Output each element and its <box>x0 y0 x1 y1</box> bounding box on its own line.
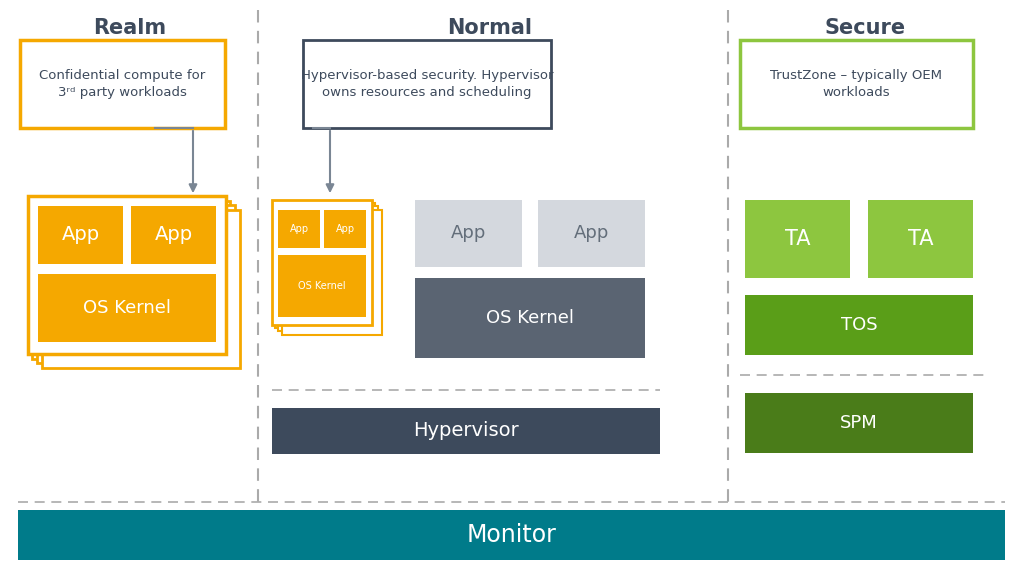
Text: App: App <box>451 224 486 243</box>
Bar <box>272 408 660 454</box>
Text: Secure: Secure <box>824 18 905 38</box>
Bar <box>324 210 366 248</box>
Text: Normal: Normal <box>447 18 532 38</box>
Bar <box>42 210 240 368</box>
Bar <box>745 200 850 278</box>
Bar <box>131 206 216 264</box>
Bar <box>37 205 234 363</box>
Bar <box>745 393 973 453</box>
Text: App: App <box>61 225 99 244</box>
Bar <box>303 40 551 128</box>
Text: Confidential compute for
3ʳᵈ party workloads: Confidential compute for 3ʳᵈ party workl… <box>39 69 206 99</box>
Bar <box>38 274 216 342</box>
Bar <box>415 278 645 358</box>
Text: App: App <box>155 225 193 244</box>
Text: App: App <box>290 224 308 234</box>
Text: OS Kernel: OS Kernel <box>298 281 346 291</box>
Text: App: App <box>573 224 609 243</box>
Text: TA: TA <box>784 229 810 249</box>
Bar <box>38 206 123 264</box>
Text: TOS: TOS <box>841 316 878 334</box>
Text: Monitor: Monitor <box>467 523 556 547</box>
Text: App: App <box>336 224 354 234</box>
Bar <box>32 201 230 359</box>
Bar <box>275 203 375 328</box>
Bar <box>282 210 382 335</box>
Bar <box>28 196 226 354</box>
Bar <box>278 255 366 317</box>
Bar <box>278 206 378 331</box>
Bar <box>18 510 1005 560</box>
Text: TrustZone – typically OEM
workloads: TrustZone – typically OEM workloads <box>770 69 942 99</box>
Bar <box>272 200 372 325</box>
Bar <box>20 40 225 128</box>
Bar <box>538 200 645 267</box>
Text: Hypervisor: Hypervisor <box>413 421 519 441</box>
Bar <box>278 210 319 248</box>
Text: TA: TA <box>907 229 933 249</box>
Bar <box>745 295 973 355</box>
Bar <box>415 200 522 267</box>
Text: OS Kernel: OS Kernel <box>83 299 171 317</box>
Text: Hypervisor-based security. Hypervisor
owns resources and scheduling: Hypervisor-based security. Hypervisor ow… <box>301 69 553 99</box>
Bar <box>868 200 973 278</box>
Text: Realm: Realm <box>93 18 167 38</box>
Text: SPM: SPM <box>840 414 878 432</box>
Bar <box>740 40 973 128</box>
Text: OS Kernel: OS Kernel <box>486 309 574 327</box>
